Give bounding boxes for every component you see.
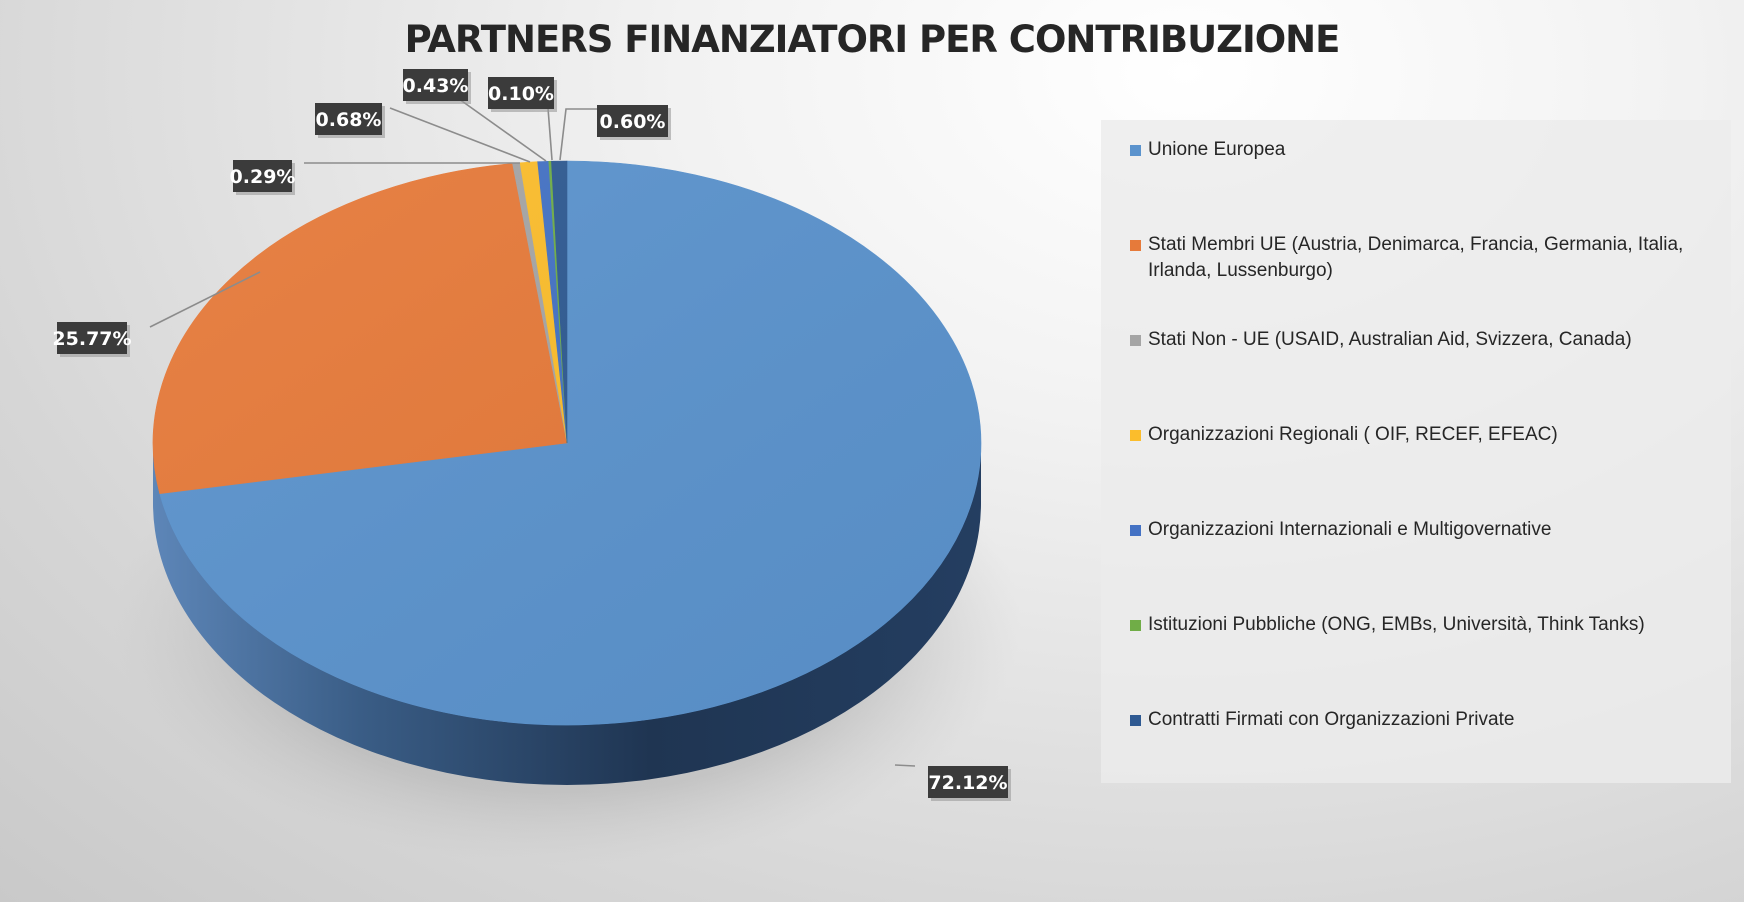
data-label-value: 72.12%	[928, 772, 1007, 794]
data-label-value: 0.43%	[403, 75, 469, 97]
legend-swatch	[1130, 335, 1141, 346]
legend-label: Organizzazioni Regionali ( OIF, RECEF, E…	[1148, 424, 1558, 445]
legend-swatch	[1130, 145, 1141, 156]
data-label-value: 25.77%	[52, 328, 131, 350]
data-label-value: 0.60%	[600, 111, 666, 133]
pie-sheen	[153, 161, 981, 725]
data-label-box	[403, 69, 468, 101]
legend-swatch	[1130, 525, 1141, 536]
data-label-value: 0.29%	[230, 166, 296, 188]
data-label: 0.29%	[230, 160, 520, 195]
data-label: 72.12%	[894, 764, 1011, 801]
legend-item-istituzioni-pubbliche: Istituzioni Pubbliche (ONG, EMBs, Univer…	[1130, 612, 1720, 638]
legend-item-contratti-firmati: Contratti Firmati con Organizzazioni Pri…	[1130, 707, 1720, 733]
chart-title: PARTNERS FINANZIATORI PER CONTRIBUZIONE	[404, 18, 1341, 61]
pie-side	[153, 443, 981, 785]
legend-label: Contratti Firmati con Organizzazioni Pri…	[1148, 709, 1515, 730]
leader-line	[149, 271, 261, 328]
legend-item-unione-europea: Unione Europea	[1130, 137, 1720, 163]
legend-swatch	[1130, 240, 1141, 251]
data-label-box	[488, 77, 554, 109]
data-label: 0.60%	[559, 105, 671, 161]
leader-line	[559, 108, 597, 161]
data-label-value: 0.10%	[488, 83, 554, 105]
data-label-box	[597, 105, 668, 137]
data-label-box	[233, 160, 292, 192]
legend-swatch	[1130, 620, 1141, 631]
data-label: 0.10%	[488, 77, 557, 161]
data-label-box	[57, 322, 127, 354]
legend: Unione Europea Stati Membri UE (Austria,…	[1101, 120, 1731, 783]
data-label-box	[928, 766, 1008, 798]
legend-item-stati-non-ue: Stati Non - UE (USAID, Australian Aid, S…	[1130, 327, 1720, 353]
legend-item-organizzazioni-regionali: Organizzazioni Regionali ( OIF, RECEF, E…	[1130, 422, 1720, 448]
data-label: 0.43%	[403, 69, 547, 162]
legend-item-stati-membri-ue: Stati Membri UE (Austria, Denimarca, Fra…	[1130, 232, 1720, 284]
legend-label: Stati Non - UE (USAID, Australian Aid, S…	[1148, 329, 1632, 350]
legend-swatch	[1130, 715, 1141, 726]
data-label-value: 0.68%	[316, 109, 382, 131]
legend-label: Istituzioni Pubbliche (ONG, EMBs, Univer…	[1148, 614, 1645, 635]
data-label-box	[315, 103, 382, 135]
data-label: 0.68%	[315, 103, 531, 163]
leader-line	[389, 107, 531, 163]
data-label: 25.77%	[52, 271, 261, 357]
legend-label: Unione Europea	[1148, 139, 1286, 160]
legend-item-organizzazioni-internazionali: Organizzazioni Internazionali e Multigov…	[1130, 517, 1720, 543]
legend-label: Stati Membri UE (Austria, Denimarca, Fra…	[1148, 234, 1684, 281]
legend-label: Organizzazioni Internazionali e Multigov…	[1148, 519, 1552, 540]
leader-line	[894, 764, 916, 767]
legend-swatch	[1130, 430, 1141, 441]
